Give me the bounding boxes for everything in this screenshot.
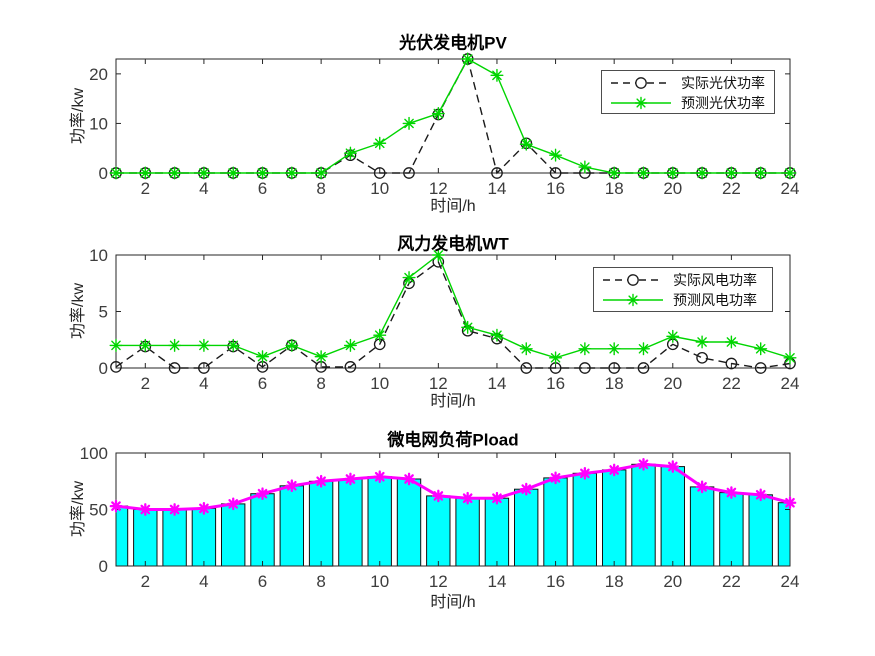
pv-legend: 实际光伏功率 预测光伏功率 bbox=[601, 70, 775, 114]
wt-legend-label-actual: 实际风电功率 bbox=[673, 272, 757, 288]
solid-asterisk-line-sample bbox=[611, 96, 671, 110]
load-x-axis-label: 时间/h bbox=[430, 594, 476, 611]
x-tick-label: 22 bbox=[722, 374, 741, 393]
x-tick-label: 10 bbox=[370, 179, 389, 198]
x-tick-label: 12 bbox=[429, 179, 448, 198]
x-tick-label: 10 bbox=[370, 374, 389, 393]
x-tick-label: 8 bbox=[316, 374, 325, 393]
y-tick-label: 0 bbox=[99, 557, 108, 576]
chart-2-load-line bbox=[109, 457, 797, 516]
y-tick-label: 5 bbox=[99, 303, 108, 322]
y-tick-label: 100 bbox=[80, 444, 108, 463]
x-tick-label: 24 bbox=[781, 179, 800, 198]
x-tick-label: 2 bbox=[141, 179, 150, 198]
x-tick-label: 2 bbox=[141, 572, 150, 591]
y-tick-label: 10 bbox=[89, 114, 108, 133]
y-tick-label: 0 bbox=[99, 359, 108, 378]
chart-1-axes bbox=[115, 254, 791, 369]
load-chart-title: 微电网负荷Pload bbox=[387, 430, 519, 450]
x-tick-label: 20 bbox=[663, 572, 682, 591]
x-tick-label: 14 bbox=[488, 179, 507, 198]
x-tick-label: 12 bbox=[429, 572, 448, 591]
x-tick-label: 18 bbox=[605, 374, 624, 393]
y-tick-label: 50 bbox=[89, 501, 108, 520]
y-tick-label: 20 bbox=[89, 65, 108, 84]
x-tick-label: 24 bbox=[781, 572, 800, 591]
x-tick-label: 8 bbox=[316, 179, 325, 198]
dashed-circle-line-sample bbox=[603, 274, 663, 286]
wt-legend-label-predicted: 预测风电功率 bbox=[673, 292, 757, 308]
x-tick-label: 16 bbox=[546, 179, 565, 198]
x-tick-label: 22 bbox=[722, 572, 741, 591]
y-tick-label: 0 bbox=[99, 164, 108, 183]
wt-legend: 实际风电功率 预测风电功率 bbox=[593, 267, 773, 312]
pv-legend-label-actual: 实际光伏功率 bbox=[681, 75, 765, 91]
x-tick-label: 4 bbox=[199, 572, 208, 591]
load-bars bbox=[115, 463, 791, 567]
x-tick-label: 16 bbox=[546, 374, 565, 393]
chart-0-series-1 bbox=[109, 52, 797, 180]
pv-y-axis-label: 功率/kw bbox=[70, 87, 87, 145]
x-tick-label: 14 bbox=[488, 572, 507, 591]
solid-asterisk-line-sample bbox=[603, 293, 663, 307]
y-tick-label: 10 bbox=[89, 246, 108, 265]
x-tick-label: 8 bbox=[316, 572, 325, 591]
x-tick-label: 4 bbox=[199, 179, 208, 198]
wt-y-axis-label: 功率/kw bbox=[70, 282, 87, 340]
x-tick-label: 16 bbox=[546, 572, 565, 591]
load-y-axis-label: 功率/kw bbox=[70, 480, 87, 538]
dashed-circle-line-sample bbox=[611, 77, 671, 89]
x-tick-label: 22 bbox=[722, 179, 741, 198]
x-tick-label: 20 bbox=[663, 179, 682, 198]
x-tick-label: 6 bbox=[258, 572, 267, 591]
x-tick-label: 20 bbox=[663, 374, 682, 393]
x-tick-label: 12 bbox=[429, 374, 448, 393]
x-tick-label: 2 bbox=[141, 374, 150, 393]
x-tick-label: 14 bbox=[488, 374, 507, 393]
pv-x-axis-label: 时间/h bbox=[430, 198, 476, 215]
pv-chart-title: 光伏发电机PV bbox=[399, 33, 507, 53]
pv-legend-item-predicted: 预测光伏功率 bbox=[610, 93, 770, 113]
wt-x-axis-label: 时间/h bbox=[430, 393, 476, 410]
wt-legend-item-actual: 实际风电功率 bbox=[602, 270, 768, 290]
pv-legend-label-predicted: 预测光伏功率 bbox=[681, 95, 765, 111]
wt-chart-title: 风力发电机WT bbox=[397, 234, 509, 254]
x-tick-label: 24 bbox=[781, 374, 800, 393]
x-tick-label: 6 bbox=[258, 179, 267, 198]
x-tick-label: 4 bbox=[199, 374, 208, 393]
wt-legend-item-predicted: 预测风电功率 bbox=[602, 290, 768, 310]
x-tick-label: 10 bbox=[370, 572, 389, 591]
x-tick-label: 18 bbox=[605, 179, 624, 198]
chart-1-series-1 bbox=[109, 248, 797, 365]
pv-legend-item-actual: 实际光伏功率 bbox=[610, 73, 770, 93]
x-tick-label: 18 bbox=[605, 572, 624, 591]
chart-2-axes bbox=[115, 452, 791, 567]
x-tick-label: 6 bbox=[258, 374, 267, 393]
